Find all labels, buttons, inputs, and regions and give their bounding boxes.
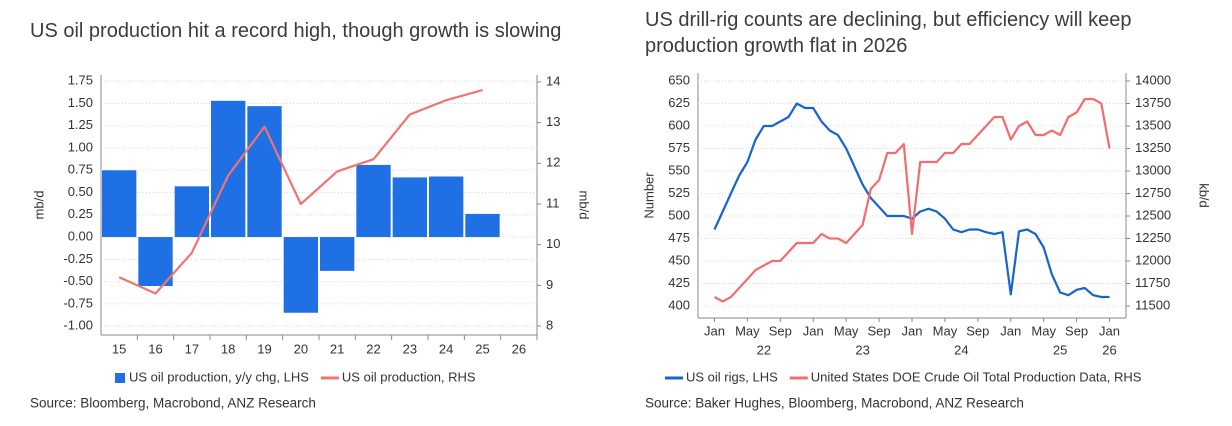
x-tick-label: Jan bbox=[902, 323, 923, 338]
y-tick-label: 0.50 bbox=[68, 184, 93, 199]
x-tick-label: Sep bbox=[868, 323, 891, 338]
y2-tick-label: 8 bbox=[546, 317, 553, 332]
y-tick-label: 0.00 bbox=[68, 228, 93, 243]
bar bbox=[138, 237, 173, 287]
y-tick-label: 425 bbox=[668, 275, 690, 290]
y2-tick-label: 10 bbox=[546, 236, 560, 251]
y2-tick-label: 13500 bbox=[1135, 117, 1171, 132]
y2-tick-label: 11500 bbox=[1135, 297, 1170, 312]
chart-title: US oil production hit a record high, tho… bbox=[30, 20, 562, 42]
y-tick-label: -0.75 bbox=[63, 295, 93, 310]
y2-tick-label: 14 bbox=[546, 73, 560, 88]
y-tick-label: 575 bbox=[668, 140, 690, 155]
y2-tick-label: 11750 bbox=[1135, 275, 1170, 290]
legend-label: US oil production, y/y chg, LHS bbox=[129, 369, 309, 384]
x-tick-label: Sep bbox=[966, 323, 989, 338]
y-tick-label: 0.25 bbox=[68, 206, 93, 221]
x-tick-label: 15 bbox=[112, 341, 126, 356]
x-tick-label: 17 bbox=[185, 341, 199, 356]
x-tick-label: Jan bbox=[1099, 323, 1120, 338]
y2-tick-label: 14000 bbox=[1135, 72, 1171, 87]
x-tick-label: 24 bbox=[439, 341, 453, 356]
legend-swatch bbox=[115, 373, 125, 383]
line bbox=[118, 89, 483, 295]
x-tick-label: Jan bbox=[803, 323, 824, 338]
y-tick-label: 1.00 bbox=[68, 139, 93, 154]
x-tick-label: 21 bbox=[330, 341, 344, 356]
bar bbox=[356, 164, 391, 238]
x-tick-label: May bbox=[933, 323, 958, 338]
line bbox=[713, 97, 1111, 303]
y-axis-label: Number bbox=[641, 172, 656, 219]
source: Source: Bloomberg, Macrobond, ANZ Resear… bbox=[30, 396, 316, 411]
y-tick-label: 625 bbox=[668, 95, 690, 110]
y2-tick-label: 13000 bbox=[1135, 162, 1171, 177]
line bbox=[713, 102, 1110, 299]
x-tick-label: 19 bbox=[257, 341, 271, 356]
bar bbox=[465, 213, 500, 238]
bar bbox=[320, 237, 355, 271]
x-tick-label: Jan bbox=[704, 323, 725, 338]
legend-label: United States DOE Crude Oil Total Produc… bbox=[811, 369, 1142, 384]
y2-tick-label: 11 bbox=[546, 195, 560, 210]
bar bbox=[429, 176, 464, 238]
y2-tick-label: 13 bbox=[546, 114, 560, 129]
x-year-label: 24 bbox=[954, 342, 968, 357]
y-tick-label: 1.50 bbox=[68, 95, 93, 110]
y-axis-label: mb/d bbox=[31, 191, 46, 220]
y2-tick-label: 9 bbox=[546, 277, 553, 292]
y-tick-label: 550 bbox=[668, 162, 690, 177]
x-year-label: 26 bbox=[1102, 342, 1116, 357]
y-tick-label: 525 bbox=[668, 185, 690, 200]
y2-tick-label: 13750 bbox=[1135, 95, 1171, 110]
y2-tick-label: 12500 bbox=[1135, 207, 1171, 222]
x-tick-label: May bbox=[834, 323, 859, 338]
x-tick-label: Jan bbox=[1000, 323, 1021, 338]
bar bbox=[283, 237, 318, 313]
x-tick-label: 20 bbox=[294, 341, 308, 356]
y2-tick-label: 12 bbox=[546, 155, 560, 170]
y-tick-label: 500 bbox=[668, 207, 690, 222]
x-year-label: 23 bbox=[855, 342, 869, 357]
y-tick-label: 0.75 bbox=[68, 162, 93, 177]
bar bbox=[392, 177, 427, 238]
x-year-label: 22 bbox=[757, 342, 771, 357]
source: Source: Baker Hughes, Bloomberg, Macrobo… bbox=[645, 396, 1024, 411]
y-tick-label: 600 bbox=[668, 117, 690, 132]
y-tick-label: 475 bbox=[668, 230, 690, 245]
bar bbox=[102, 170, 137, 238]
x-tick-label: 26 bbox=[512, 341, 526, 356]
y-tick-label: -1.00 bbox=[63, 318, 93, 333]
legend-label: US oil rigs, LHS bbox=[686, 369, 778, 384]
x-tick-label: Sep bbox=[769, 323, 792, 338]
y2-axis-label: kb/d bbox=[1197, 183, 1212, 208]
x-tick-label: 25 bbox=[475, 341, 489, 356]
y-tick-label: 450 bbox=[668, 252, 690, 267]
y2-tick-label: 12750 bbox=[1135, 185, 1171, 200]
bar bbox=[211, 100, 246, 238]
y-tick-label: 1.75 bbox=[68, 73, 93, 88]
y-tick-label: 400 bbox=[668, 297, 690, 312]
y2-tick-label: 13250 bbox=[1135, 140, 1171, 155]
x-tick-label: 22 bbox=[366, 341, 380, 356]
x-tick-label: Sep bbox=[1065, 323, 1088, 338]
y2-tick-label: 12250 bbox=[1135, 230, 1171, 245]
y-tick-label: -0.50 bbox=[63, 273, 93, 288]
y2-tick-label: 12000 bbox=[1135, 252, 1171, 267]
legend-label: US oil production, RHS bbox=[342, 369, 476, 384]
x-tick-label: May bbox=[735, 323, 760, 338]
x-year-label: 25 bbox=[1053, 342, 1067, 357]
x-tick-label: 23 bbox=[403, 341, 417, 356]
y2-axis-label: mb/d bbox=[577, 191, 592, 220]
y-tick-label: 1.25 bbox=[68, 117, 93, 132]
x-tick-label: 18 bbox=[221, 341, 235, 356]
x-tick-label: May bbox=[1031, 323, 1056, 338]
x-tick-label: 16 bbox=[148, 341, 162, 356]
chart-title: US drill-rig counts are declining, but e… bbox=[645, 9, 1132, 57]
y-tick-label: -0.25 bbox=[63, 251, 93, 266]
y-tick-label: 650 bbox=[668, 72, 690, 87]
